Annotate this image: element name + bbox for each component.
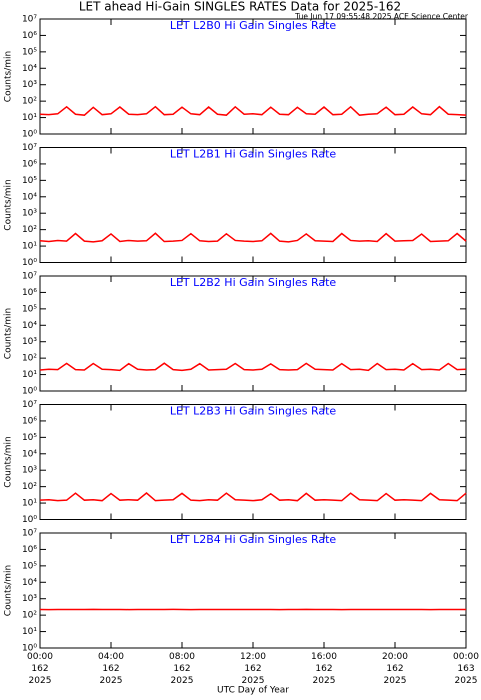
y-tick-label: 10⁷ (22, 272, 37, 282)
y-tick-label: 10³ (22, 594, 37, 604)
y-tick-label: 10⁵ (22, 47, 37, 57)
x-tick-label: 00:00 163 2025 (453, 652, 479, 686)
y-tick-label: 10⁶ (22, 159, 37, 169)
y-tick-label: 10² (22, 611, 37, 621)
panel-title: LET L2B1 Hi Gain Singles Rate (170, 148, 337, 161)
y-tick-label: 10⁴ (22, 192, 37, 202)
y-tick-label: 10⁴ (22, 321, 37, 331)
y-tick-label: 10⁷ (22, 400, 37, 410)
y-tick-label: 10⁶ (22, 545, 37, 555)
y-tick-label: 10² (22, 97, 37, 107)
y-tick-label: 10² (22, 482, 37, 492)
y-axis-label: Counts/min (4, 308, 14, 359)
data-line (39, 105, 467, 116)
y-tick-label: 10³ (22, 209, 37, 219)
y-tick-label: 10⁵ (22, 433, 37, 443)
y-tick-label: 10³ (22, 337, 37, 347)
y-tick-label: 10² (22, 225, 37, 235)
y-tick-label: 10⁷ (22, 143, 37, 153)
x-tick-label: 08:00 162 2025 (169, 652, 195, 686)
y-tick-label: 10⁶ (22, 288, 37, 298)
chart-title: LET ahead Hi-Gain SINGLES RATES Data for… (79, 0, 401, 14)
y-tick-label: 10⁶ (22, 416, 37, 426)
x-tick-label: 00:00 162 2025 (27, 652, 53, 686)
chart-subtitle: Tue Jun 17 09:55:48 2025 ACE Science Cen… (294, 12, 469, 21)
x-tick-label: 20:00 162 2025 (382, 652, 408, 686)
panel-title: LET L2B0 Hi Gain Singles Rate (170, 19, 337, 32)
y-tick-label: 10¹ (22, 113, 37, 123)
y-tick-label: 10⁰ (22, 515, 37, 525)
x-tick-label: 12:00 162 2025 (240, 652, 266, 686)
y-axis-label: Counts/min (4, 179, 14, 230)
data-line (39, 492, 467, 502)
panel-title: LET L2B4 Hi Gain Singles Rate (170, 533, 337, 546)
panel-title: LET L2B2 Hi Gain Singles Rate (170, 276, 337, 289)
y-tick-label: 10⁷ (22, 15, 37, 25)
y-tick-label: 10⁵ (22, 304, 37, 314)
data-line (39, 232, 467, 243)
x-tick-label: 16:00 162 2025 (311, 652, 337, 686)
y-tick-label: 10¹ (22, 370, 37, 380)
y-tick-label: 10⁴ (22, 578, 37, 588)
data-line (39, 362, 467, 372)
y-tick-label: 10⁴ (22, 64, 37, 74)
y-tick-label: 10⁰ (22, 258, 37, 268)
y-tick-label: 10¹ (22, 627, 37, 637)
plot-frame (39, 18, 467, 135)
y-tick-label: 10⁰ (22, 644, 37, 654)
y-axis-label: Counts/min (4, 436, 14, 487)
y-tick-label: 10⁰ (22, 130, 37, 140)
y-tick-label: 10⁵ (22, 561, 37, 571)
x-axis-label: UTC Day of Year (217, 686, 289, 696)
y-tick-label: 10¹ (22, 242, 37, 252)
plot-frame (39, 404, 467, 520)
plot-frame (39, 275, 467, 392)
y-tick-label: 10³ (22, 466, 37, 476)
panel-title: LET L2B3 Hi Gain Singles Rate (170, 405, 337, 418)
y-axis-label: Counts/min (4, 51, 14, 102)
y-tick-label: 10⁵ (22, 176, 37, 186)
y-tick-label: 10⁷ (22, 529, 37, 539)
y-tick-label: 10³ (22, 80, 37, 90)
plot-frame (39, 147, 467, 263)
y-tick-label: 10⁴ (22, 449, 37, 459)
plot-frame (39, 532, 467, 649)
x-tick-label: 04:00 162 2025 (98, 652, 124, 686)
y-tick-label: 10² (22, 354, 37, 364)
y-tick-label: 10⁰ (22, 387, 37, 397)
y-tick-label: 10¹ (22, 499, 37, 509)
y-tick-label: 10⁶ (22, 31, 37, 41)
y-axis-label: Counts/min (4, 565, 14, 616)
